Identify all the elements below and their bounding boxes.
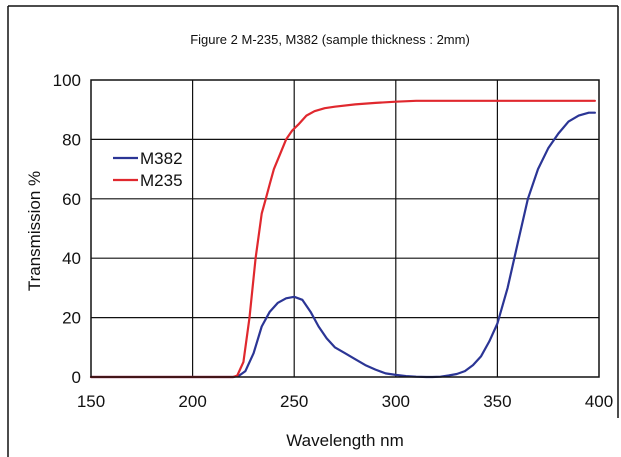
y-tick-label: 100 [53,71,81,90]
plot-area [90,79,600,378]
x-tick-label: 150 [77,392,105,411]
x-tick-label: 200 [178,392,206,411]
y-tick-label: 20 [62,309,81,328]
y-axis-label: Transmission % [25,171,44,291]
x-tick-label: 400 [585,392,613,411]
series-lines [89,99,597,379]
y-tick-label: 60 [62,190,81,209]
x-axis-label: Wavelength nm [286,431,403,450]
tick-labels: 150 200 250 300 350 400 0 20 40 60 80 100 [53,71,614,411]
legend: M382 M235 [113,149,183,190]
x-tick-label: 350 [483,392,511,411]
y-tick-label: 80 [62,130,81,149]
series-line-m382 [89,111,597,379]
y-tick-label: 40 [62,249,81,268]
chart-title: Figure 2 M-235, M382 (sample thickness :… [190,32,470,47]
x-tick-label: 250 [280,392,308,411]
y-tick-label: 0 [72,368,81,387]
legend-label-m235: M235 [140,171,183,190]
grid [91,80,599,377]
x-tick-label: 300 [382,392,410,411]
series-line-m235 [89,99,597,379]
legend-label-m382: M382 [140,149,183,168]
